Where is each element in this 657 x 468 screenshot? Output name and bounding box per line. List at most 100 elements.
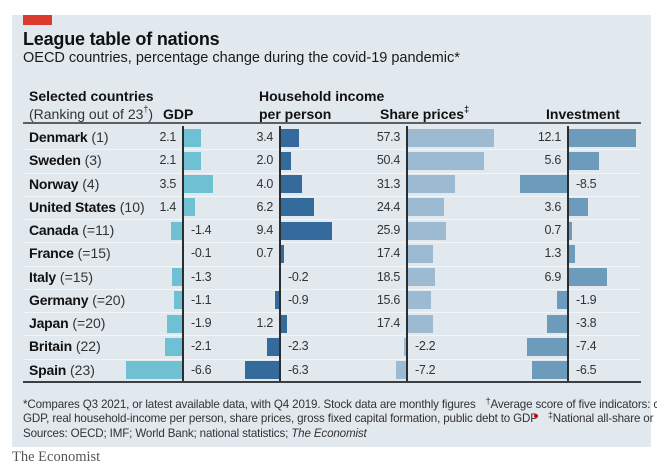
country-label: Italy (=15) — [29, 266, 93, 289]
header-rule — [23, 122, 641, 124]
share-prices-value-label: 31.3 — [376, 177, 400, 191]
gdp-value-label: -1.4 — [191, 223, 212, 237]
household-income-value-label: 0.7 — [256, 246, 274, 260]
country-ranking: (=15) — [77, 245, 111, 261]
share-prices-bar — [407, 268, 436, 286]
investment-bar — [531, 361, 568, 379]
header-ranking: (Ranking out of 23†) — [29, 104, 154, 122]
household-income-value-label: 9.4 — [256, 223, 274, 237]
investment-value-label: 12.1 — [537, 130, 561, 144]
gdp-value-label: -6.6 — [191, 363, 212, 377]
country-name: Denmark — [29, 129, 88, 145]
country-label: Germany (=20) — [29, 289, 125, 312]
household-income-bar — [280, 129, 299, 147]
gdp-bar — [183, 198, 196, 216]
share-prices-value-label: 57.3 — [376, 130, 400, 144]
chart-title: League table of nations — [23, 29, 220, 49]
investment-zero-axis — [567, 126, 569, 382]
footnote-indicators: GDP, real household-income per person, s… — [23, 412, 538, 425]
sources-economist: The Economist — [291, 427, 367, 440]
household-income-bar — [280, 198, 315, 216]
share-prices-value-label: -2.2 — [415, 339, 436, 353]
investment-value-label: -1.9 — [576, 293, 597, 307]
investment-bar — [526, 338, 568, 356]
share-prices-value-label: 24.4 — [376, 200, 400, 214]
share-prices-value-label: 17.4 — [376, 246, 400, 260]
share-prices-value-label: -7.2 — [415, 363, 436, 377]
country-label: United States (10) — [29, 196, 145, 219]
country-ranking: (10) — [119, 199, 145, 215]
gdp-bar — [183, 152, 202, 170]
investment-bar — [568, 268, 607, 286]
household-income-value-label: 4.0 — [256, 177, 274, 191]
country-ranking: (23) — [70, 362, 95, 378]
share-prices-bar — [407, 245, 434, 263]
share-prices-value-label: 18.5 — [376, 270, 400, 284]
header-household-income: Household income — [259, 88, 385, 104]
investment-value-label: 3.6 — [544, 200, 562, 214]
share-prices-bar — [407, 175, 455, 193]
gdp-bar — [170, 222, 183, 240]
sources-text: Sources: OECD; IMF; World Bank; national… — [23, 427, 292, 440]
header-ranking-close: ) — [148, 106, 154, 122]
share-prices-value-label: 15.6 — [376, 293, 400, 307]
gdp-bar — [164, 338, 183, 356]
investment-bar — [568, 222, 572, 240]
gdp-bar — [183, 129, 202, 147]
share-prices-bar — [407, 152, 484, 170]
investment-bar — [568, 198, 589, 216]
share-prices-value-label: 50.4 — [376, 153, 400, 167]
footnote-national-index: National all-share or broad index — [552, 412, 657, 425]
household-income-value-label: 2.0 — [256, 153, 274, 167]
share-prices-bar — [403, 338, 407, 356]
country-name: France — [29, 245, 74, 261]
country-ranking: (4) — [82, 176, 100, 192]
investment-bar — [568, 129, 636, 147]
row-separator — [23, 173, 641, 174]
country-name: Canada — [29, 222, 79, 238]
footnote-double-dagger: ‡ — [547, 410, 553, 420]
gdp-value-label: 3.5 — [159, 177, 177, 191]
header-share-prices-text: Share prices — [380, 106, 465, 122]
header-gdp: GDP — [163, 106, 194, 122]
household-income-value-label: 3.4 — [256, 130, 274, 144]
household-income-value-label: 6.2 — [256, 200, 274, 214]
footnote-line-1: *Compares Q3 2021, or latest available d… — [23, 396, 657, 411]
chart-subtitle: OECD countries, percentage change during… — [23, 50, 460, 66]
investment-value-label: -8.5 — [576, 177, 597, 191]
header-selected-countries: Selected countries — [29, 88, 154, 104]
country-name: United States — [29, 199, 116, 215]
gdp-value-label: -1.3 — [191, 270, 212, 284]
country-ranking: (=11) — [82, 222, 115, 238]
investment-value-label: -3.8 — [576, 316, 597, 330]
investment-bar — [520, 175, 568, 193]
row-separator — [23, 219, 641, 220]
row-separator — [23, 266, 641, 267]
row-separator — [23, 242, 641, 243]
footnote-compares: *Compares Q3 2021, or latest available d… — [23, 398, 476, 411]
gdp-value-label: 1.4 — [159, 200, 177, 214]
country-label: Britain (22) — [29, 335, 101, 358]
header-ranking-text: (Ranking out of 23 — [29, 106, 144, 122]
household-income-value-label: -0.9 — [288, 293, 309, 307]
country-label: Denmark (1) — [29, 126, 109, 149]
brand-red-bar — [23, 15, 52, 25]
country-name: Spain — [29, 362, 67, 378]
country-ranking: (3) — [84, 152, 102, 168]
gdp-bar — [173, 291, 183, 309]
header-share-prices: Share prices‡ — [380, 104, 469, 122]
share-prices-value-label: 17.4 — [376, 316, 400, 330]
investment-value-label: 6.9 — [544, 270, 562, 284]
country-name: Sweden — [29, 152, 81, 168]
investment-bar — [568, 245, 576, 263]
investment-bar — [557, 291, 568, 309]
row-separator — [23, 359, 641, 360]
country-label: Sweden (3) — [29, 149, 102, 172]
household-income-value-label: 1.2 — [256, 316, 274, 330]
country-ranking: (=15) — [59, 269, 93, 285]
household-income-value-label: -6.3 — [288, 363, 309, 377]
gdp-bar — [126, 361, 183, 379]
gdp-value-label: -1.1 — [191, 293, 212, 307]
household-income-bar — [267, 338, 280, 356]
bottom-rule — [23, 381, 641, 383]
